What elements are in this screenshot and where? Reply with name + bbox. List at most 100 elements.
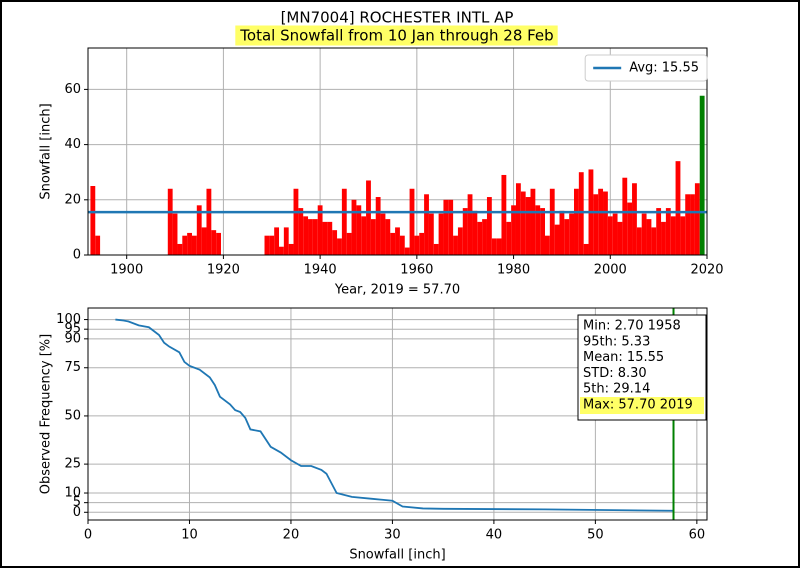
bar bbox=[607, 216, 613, 255]
bar bbox=[395, 227, 400, 255]
bar bbox=[341, 188, 347, 255]
bar bbox=[453, 235, 458, 255]
bar bbox=[656, 208, 662, 255]
bar bbox=[95, 235, 101, 255]
subtitle-background bbox=[235, 25, 558, 46]
bar bbox=[486, 197, 492, 255]
bar bbox=[501, 174, 507, 255]
bar bbox=[665, 208, 671, 255]
x-tick-label: 1940 bbox=[304, 263, 337, 278]
bar bbox=[177, 243, 183, 255]
x-tick-label: 10 bbox=[181, 528, 198, 543]
bar bbox=[172, 213, 178, 255]
x-tick-label: 50 bbox=[587, 528, 604, 543]
bar bbox=[279, 246, 284, 255]
bar bbox=[438, 213, 444, 255]
x-tick-label: 1900 bbox=[110, 263, 143, 278]
y-tick-label: 90 bbox=[64, 331, 81, 346]
bar bbox=[211, 230, 217, 255]
bar bbox=[428, 213, 434, 255]
bar bbox=[385, 219, 391, 255]
bar bbox=[496, 238, 502, 255]
bar bbox=[167, 188, 173, 255]
bar bbox=[269, 235, 275, 255]
x-tick-label: 1980 bbox=[497, 263, 530, 278]
bar bbox=[293, 188, 299, 255]
y-tick-label: 50 bbox=[64, 408, 81, 423]
x-tick-label: 30 bbox=[384, 528, 401, 543]
legend-box bbox=[584, 54, 708, 82]
bar bbox=[685, 194, 691, 255]
frequency-line bbox=[115, 318, 674, 512]
stats-line: Mean: 15.55 bbox=[583, 350, 664, 365]
bar bbox=[308, 219, 313, 255]
bar bbox=[540, 208, 545, 255]
stats-line: STD: 8.30 bbox=[583, 366, 647, 381]
bar bbox=[690, 194, 695, 255]
bar bbox=[298, 208, 304, 255]
bar bbox=[419, 232, 425, 255]
y-axis-label: Observed Frequency [%] bbox=[39, 334, 54, 494]
bar bbox=[191, 235, 197, 255]
chart-subtitle: Total Snowfall from 10 Jan through 28 Fe… bbox=[239, 27, 553, 45]
bar bbox=[583, 243, 589, 255]
bar bbox=[646, 219, 652, 255]
bar bbox=[544, 235, 550, 255]
bar bbox=[467, 194, 473, 255]
bar bbox=[554, 224, 560, 255]
x-tick-label: 0 bbox=[84, 528, 92, 543]
y-tick-label: 25 bbox=[64, 457, 81, 472]
bar bbox=[627, 202, 633, 255]
y-tick-label: 60 bbox=[64, 82, 81, 97]
bar bbox=[264, 235, 270, 255]
bar bbox=[477, 221, 483, 255]
bar bbox=[491, 238, 497, 255]
bar bbox=[433, 243, 439, 255]
x-axis-label: Year, 2019 = 57.70 bbox=[334, 283, 460, 298]
y-tick-label: 95 bbox=[64, 322, 81, 337]
bar bbox=[312, 219, 318, 255]
bar bbox=[346, 232, 352, 255]
y-tick-label: 5 bbox=[73, 495, 81, 510]
bar bbox=[356, 205, 362, 255]
bar bbox=[680, 216, 686, 255]
stats-line: 5th: 29.14 bbox=[583, 382, 650, 397]
bar bbox=[90, 186, 96, 255]
stats-line: Min: 2.70 1958 bbox=[583, 319, 681, 334]
bar bbox=[535, 205, 541, 255]
bar bbox=[578, 172, 584, 255]
bar bbox=[569, 213, 575, 255]
y-tick-label: 0 bbox=[73, 505, 81, 520]
bar bbox=[472, 210, 478, 255]
bar bbox=[520, 191, 526, 255]
bar bbox=[661, 221, 666, 255]
bar bbox=[283, 227, 289, 255]
x-tick-label: 1960 bbox=[400, 263, 433, 278]
bar bbox=[699, 95, 705, 255]
y-tick-label: 20 bbox=[64, 192, 81, 207]
bar bbox=[414, 235, 420, 255]
bar bbox=[375, 197, 381, 255]
bar bbox=[187, 232, 192, 255]
plot-frame bbox=[87, 307, 708, 521]
bar bbox=[317, 205, 323, 255]
legend-label: Avg: 15.55 bbox=[629, 61, 699, 76]
x-tick-label: 1920 bbox=[207, 263, 240, 278]
bar bbox=[322, 221, 328, 255]
bar bbox=[390, 232, 396, 255]
bar bbox=[612, 213, 618, 255]
bar bbox=[404, 247, 410, 255]
stats-line: 95th: 5.33 bbox=[583, 334, 650, 349]
y-axis-label: Snowfall [inch] bbox=[39, 103, 54, 199]
bar bbox=[651, 227, 657, 255]
y-tick-label: 100 bbox=[56, 312, 81, 327]
x-tick-label: 20 bbox=[283, 528, 300, 543]
bar bbox=[448, 199, 454, 255]
y-tick-label: 40 bbox=[64, 137, 81, 152]
bar bbox=[327, 221, 333, 255]
plot-frame bbox=[87, 47, 708, 256]
bar bbox=[603, 191, 608, 255]
